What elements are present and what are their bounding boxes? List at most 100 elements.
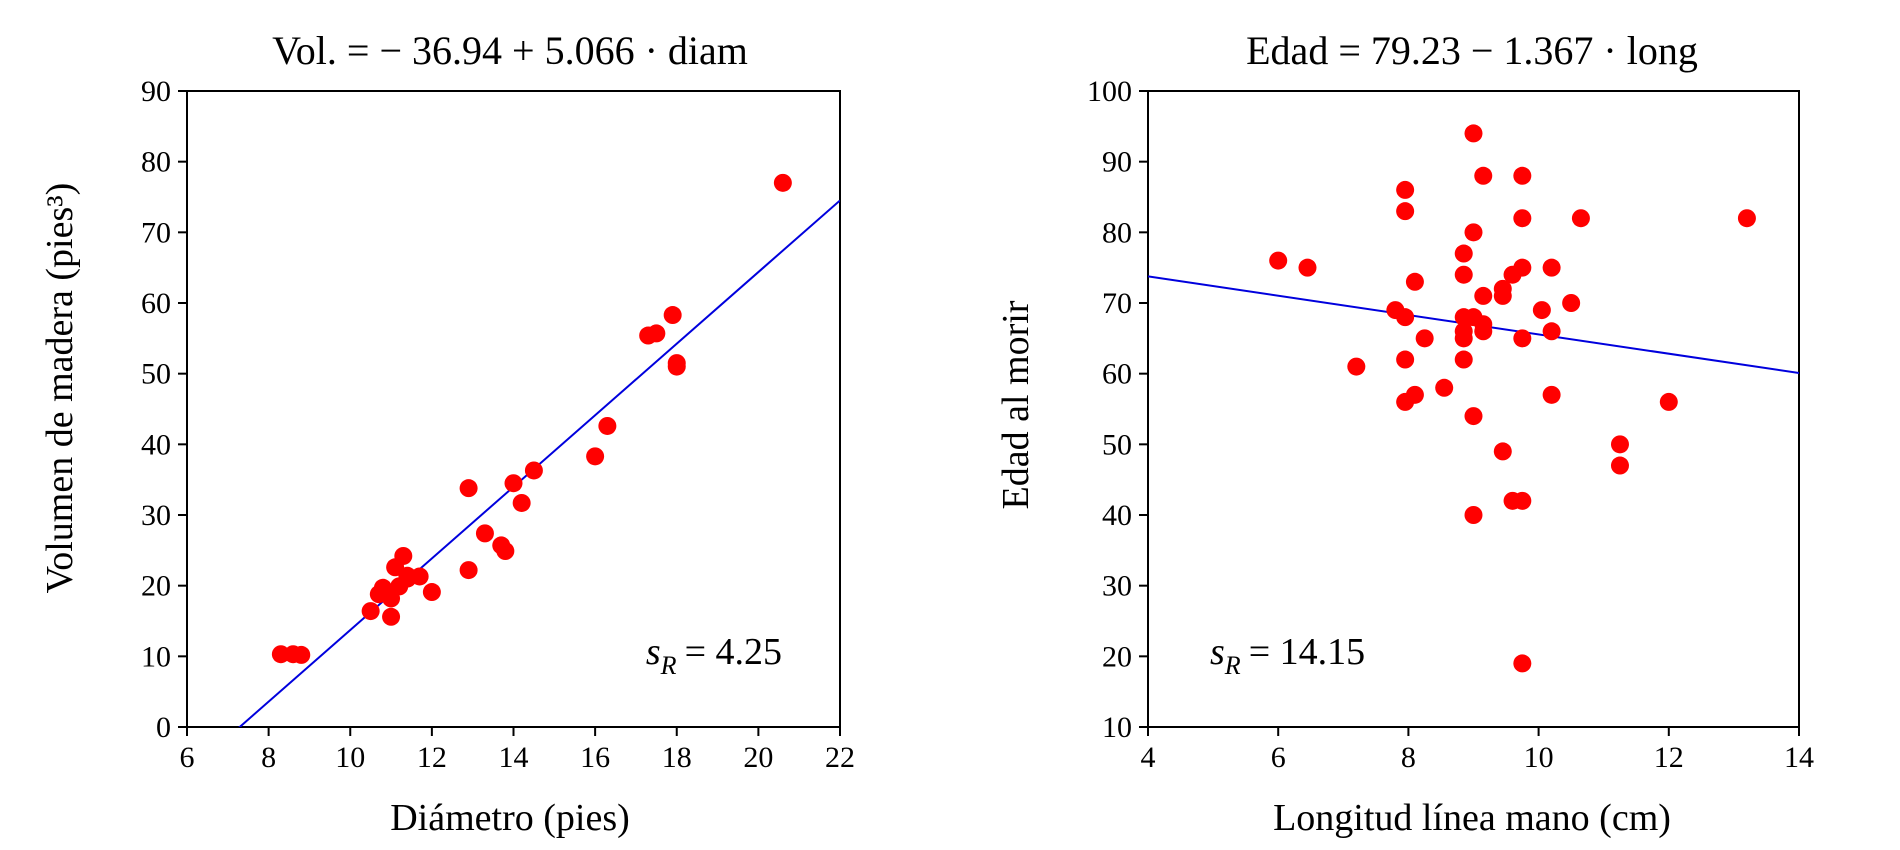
data-point [1298,258,1317,277]
data-point [773,173,792,192]
data-point [1269,251,1288,270]
data-point [647,324,666,343]
y-tick-label: 90 [1102,146,1132,179]
x-axis-label: Longitud línea mano (cm) [1273,797,1671,839]
data-point [1513,258,1532,277]
y-tick-label: 80 [141,146,171,179]
data-point [1464,407,1483,426]
data-point [1474,322,1493,341]
data-point [382,607,401,626]
panel-left: Vol. = − 36.94 + 5.066 · diam Diámetro (… [39,28,855,839]
data-point [1737,209,1756,228]
x-tick-label: 6 [180,741,195,774]
y-tick-label: 20 [1102,640,1132,673]
chart-title: Vol. = − 36.94 + 5.066 · diam [272,28,748,73]
data-point [1493,286,1512,305]
y-tick-label: 10 [1102,711,1132,744]
x-tick-label: 6 [1271,741,1286,774]
data-point [1513,654,1532,673]
data-point [586,447,605,466]
data-point [292,645,311,664]
data-point [1396,202,1415,221]
chart-title: Edad = 79.23 − 1.367 · long [1246,28,1698,73]
x-tick-label: 20 [743,741,773,774]
data-point [1464,506,1483,524]
data-point [598,416,617,435]
data-point [1396,350,1415,369]
y-tick-label: 40 [141,428,171,461]
data-point [361,602,380,621]
y-tick-label: 80 [1102,216,1132,249]
y-tick-label: 100 [1087,75,1132,108]
data-point [394,546,413,565]
y-tick-label: 30 [141,499,171,532]
data-point [1454,350,1473,369]
y-tick-label: 10 [141,640,171,673]
data-point [1513,166,1532,185]
data-point [1454,265,1473,284]
data-point [1571,209,1590,228]
data-point [1396,308,1415,327]
data-point [1415,329,1434,348]
data-point [1562,294,1581,312]
data-point [475,524,494,543]
data-point [1493,442,1512,461]
residual-sd-annotation: sR = 4.25 [646,631,782,680]
data-point [1513,329,1532,348]
data-point [1513,209,1532,228]
data-point [1464,124,1483,143]
y-tick-label: 50 [141,358,171,391]
x-tick-label: 12 [1654,741,1684,774]
data-point [1542,385,1561,404]
data-point [1474,286,1493,305]
y-tick-label: 60 [1102,358,1132,391]
data-point [459,479,478,498]
data-point [410,567,429,586]
data-point [1474,166,1493,185]
data-point [1542,258,1561,277]
x-tick-label: 18 [662,741,692,774]
y-tick-label: 0 [156,711,171,744]
residual-sd-annotation: sR = 14.15 [1210,631,1365,680]
data-point [496,542,515,561]
data-point [1405,385,1424,404]
y-tick-label: 70 [141,216,171,249]
y-tick-label: 20 [141,570,171,603]
x-tick-label: 14 [499,741,529,774]
data-point [459,561,478,580]
data-point [1435,378,1454,397]
y-tick-label: 30 [1102,570,1132,603]
data-point [1454,244,1473,263]
panel-right: Edad = 79.23 − 1.367 · long Longitud lín… [995,28,1814,839]
data-point [1405,272,1424,291]
data-point [1347,357,1366,376]
x-tick-label: 22 [825,741,855,774]
data-point [422,583,441,602]
x-tick-label: 10 [1524,741,1554,774]
x-tick-label: 14 [1784,741,1814,774]
data-point [512,493,531,512]
y-tick-label: 60 [141,287,171,320]
x-tick-label: 4 [1141,741,1156,774]
y-axis-label: Volumen de madera (pies³) [39,183,81,594]
y-tick-label: 50 [1102,428,1132,461]
x-tick-label: 10 [335,741,365,774]
data-point [1532,301,1551,320]
x-tick-label: 12 [417,741,447,774]
y-tick-label: 90 [141,75,171,108]
data-point [1542,322,1561,341]
data-point [504,474,523,493]
data-point [1659,392,1678,411]
x-tick-label: 8 [261,741,276,774]
data-point [667,357,686,376]
data-point [1454,329,1473,348]
x-tick-label: 16 [580,741,610,774]
data-point [1610,435,1629,454]
y-tick-label: 70 [1102,287,1132,320]
data-point [1513,491,1532,510]
y-tick-label: 40 [1102,499,1132,532]
data-point [524,461,543,480]
x-tick-label: 8 [1401,741,1416,774]
plot-frame [1147,90,1800,728]
